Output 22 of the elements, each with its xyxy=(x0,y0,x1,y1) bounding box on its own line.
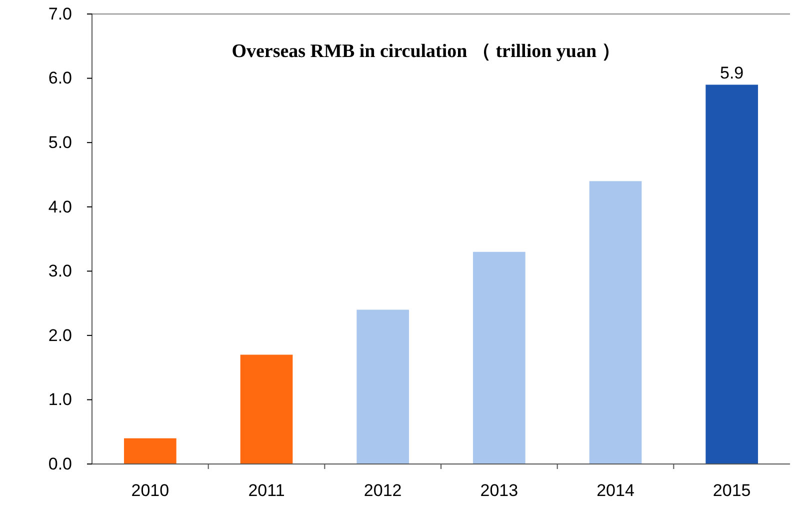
bar xyxy=(240,354,293,464)
y-tick-label: 5.0 xyxy=(48,133,72,152)
x-tick-label: 2014 xyxy=(596,481,634,500)
y-tick-label: 1.0 xyxy=(48,390,72,410)
bar xyxy=(706,84,758,464)
x-tick-label: 2012 xyxy=(364,481,402,500)
x-tick-label: 2011 xyxy=(248,481,285,500)
x-tick-label: 2010 xyxy=(131,481,170,500)
bar xyxy=(472,252,526,464)
y-tick-label: 6.0 xyxy=(48,68,72,88)
bar xyxy=(356,310,410,464)
bar xyxy=(124,438,176,464)
x-tick-label: 2013 xyxy=(480,481,518,500)
data-label: 5.9 xyxy=(720,64,744,83)
bar xyxy=(589,181,642,464)
y-tick-label: 3.0 xyxy=(48,262,72,281)
text: Overseas RMB in circulation （ trillion yuan ） xyxy=(232,41,620,62)
y-tick-label: 7.0 xyxy=(48,4,72,24)
y-tick-label: 4.0 xyxy=(48,197,72,216)
x-tick-label: 2015 xyxy=(712,481,751,500)
y-tick-label: 0.0 xyxy=(48,454,72,474)
y-tick-label: 2.0 xyxy=(48,326,72,345)
